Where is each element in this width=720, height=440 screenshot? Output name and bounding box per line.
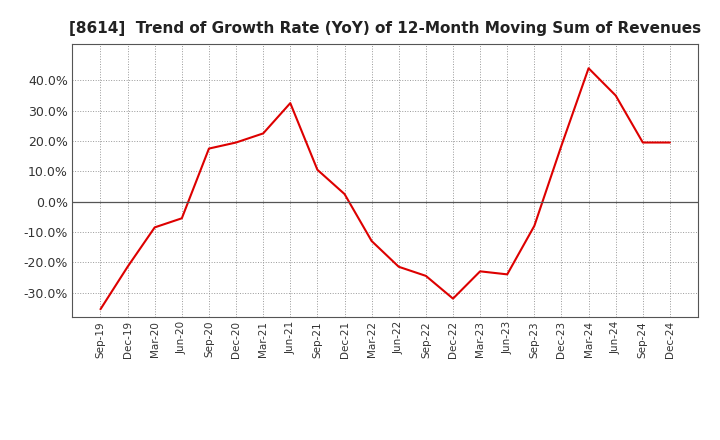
Title: [8614]  Trend of Growth Rate (YoY) of 12-Month Moving Sum of Revenues: [8614] Trend of Growth Rate (YoY) of 12-… <box>69 21 701 36</box>
